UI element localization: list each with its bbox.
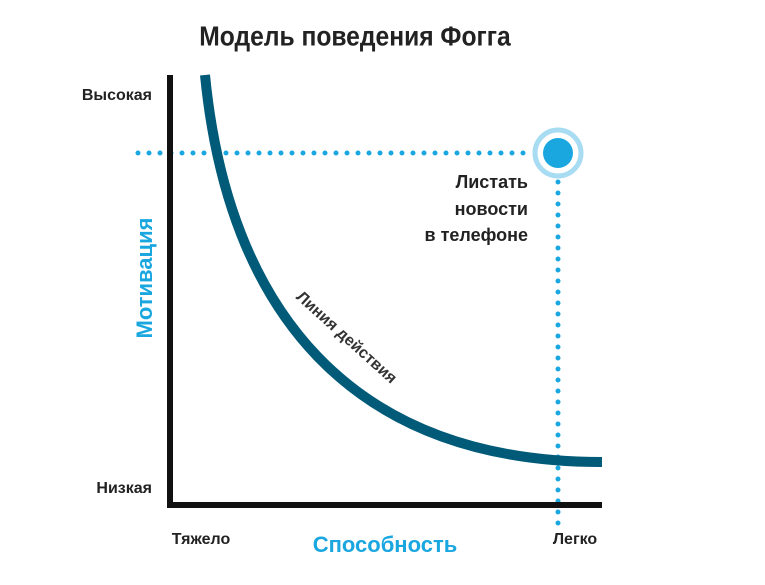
- x-low-label: Тяжело: [172, 531, 231, 548]
- y-high-label: Высокая: [82, 87, 152, 104]
- x-axis-title: Способность: [313, 532, 458, 557]
- point: [543, 138, 573, 168]
- point-label: Листать: [456, 172, 528, 192]
- curve-label: Линия действия: [293, 288, 400, 387]
- point-label: новости: [455, 199, 528, 219]
- title: Модель поведения Фогга: [199, 20, 511, 52]
- y-low-label: Низкая: [96, 480, 152, 497]
- action-line: [200, 74, 603, 467]
- point-label: в телефоне: [425, 225, 529, 245]
- x-high-label: Легко: [553, 531, 598, 548]
- y-axis-title: Мотивация: [132, 218, 157, 339]
